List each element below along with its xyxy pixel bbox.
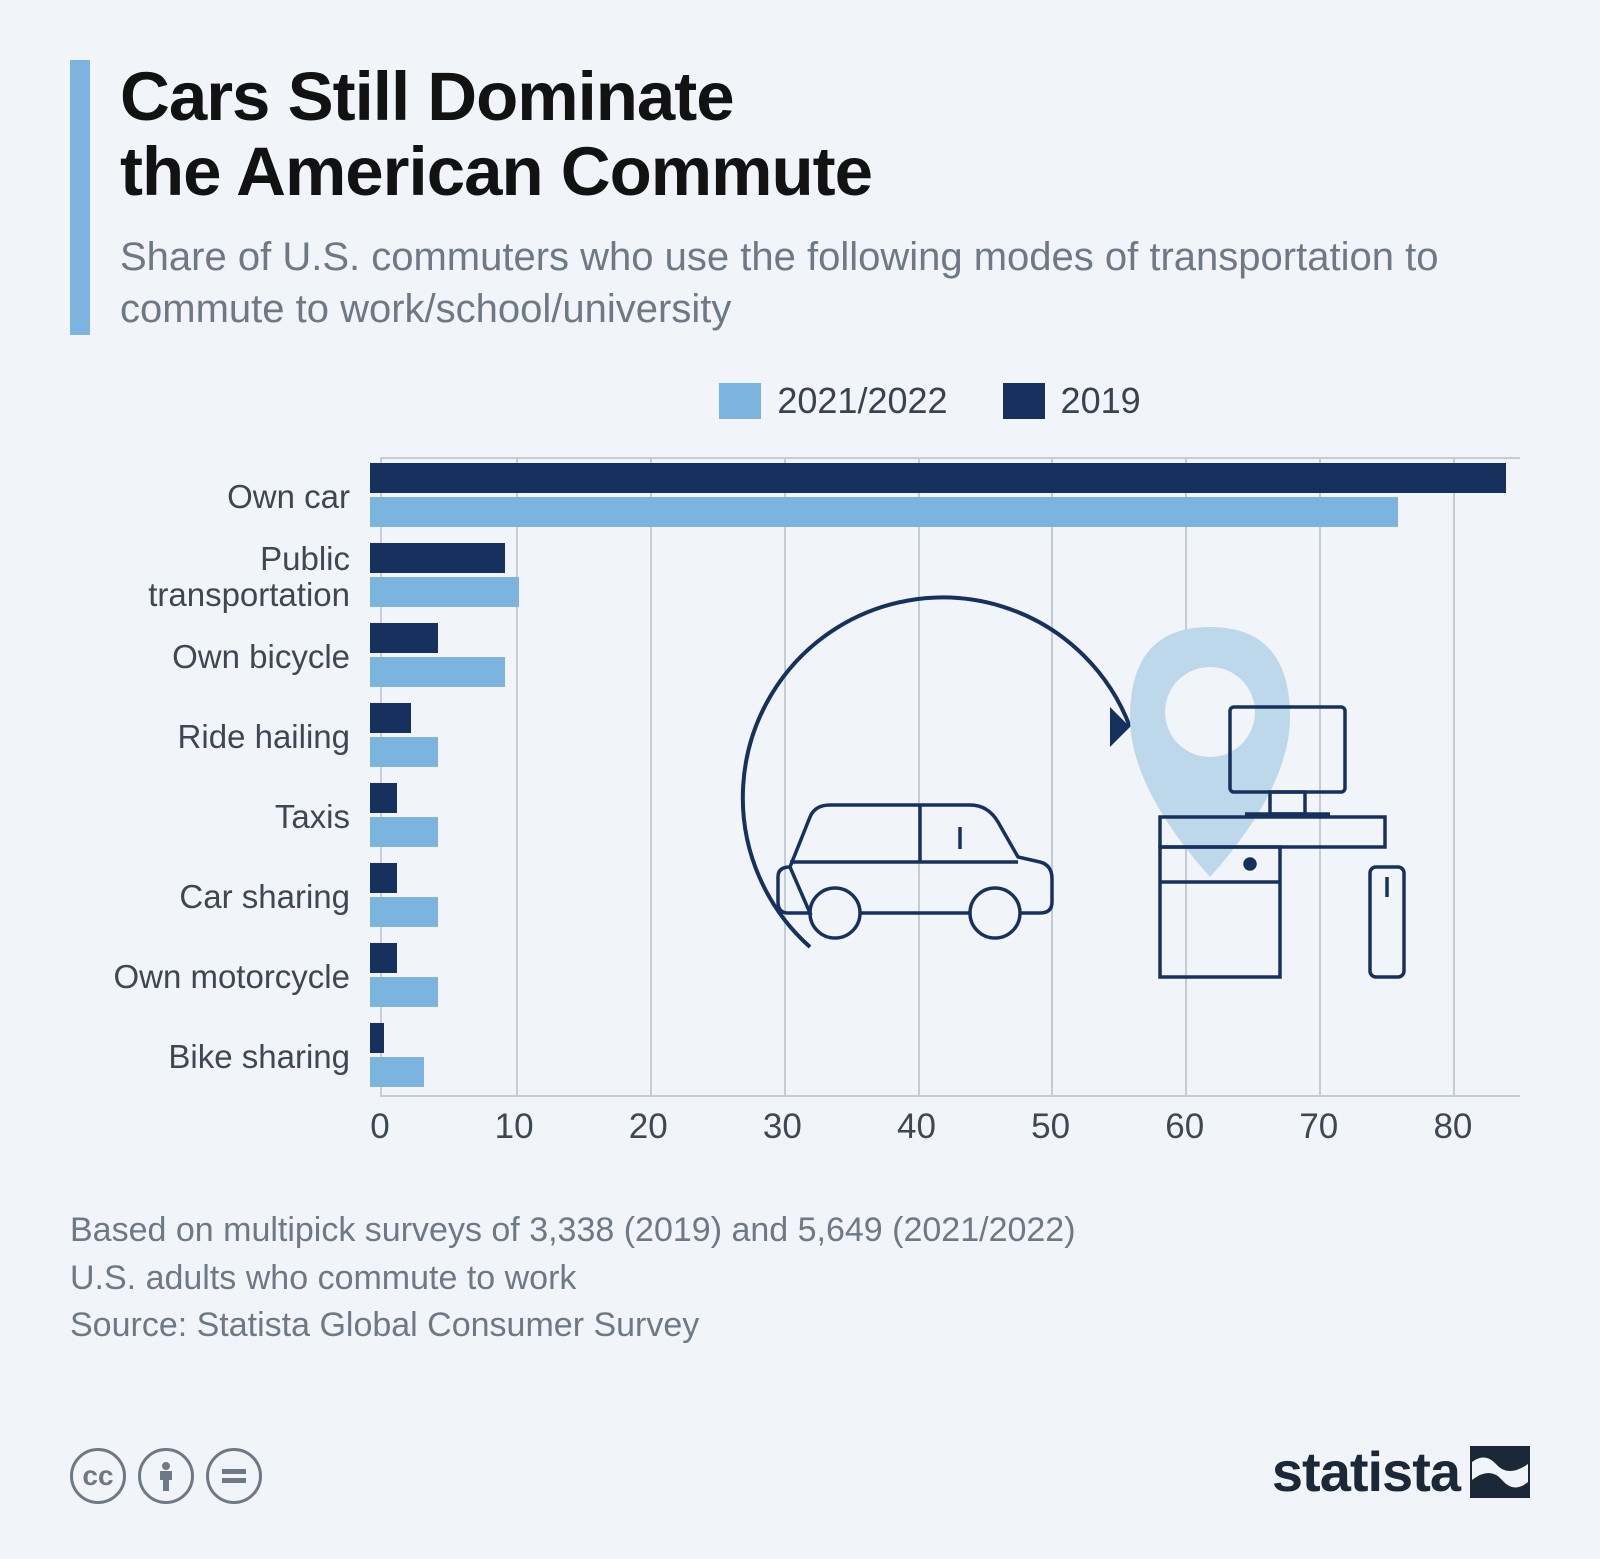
statista-logo: statista [1272,1439,1530,1504]
x-tick-label: 30 [763,1107,802,1147]
chart-row: Own bicycle [70,617,1520,697]
chart-row: Ride hailing [70,697,1520,777]
bar-group [370,937,1520,1017]
chart-row: Own motorcycle [70,937,1520,1017]
footnote-line-1: Based on multipick surveys of 3,338 (201… [70,1207,1530,1255]
bar-2019 [370,623,438,653]
cc-by-icon [138,1448,194,1504]
bar-2019 [370,1023,384,1053]
statista-wave-icon [1470,1446,1530,1498]
bar-2019 [370,463,1506,493]
bar-20212022 [370,817,438,847]
chart: 0 10 20 30 40 50 60 70 80 Own car Publictransport… [70,457,1530,1177]
category-label: Own motorcycle [70,959,370,995]
bar-group [370,777,1520,857]
category-label: Own car [70,479,370,515]
chart-subtitle: Share of U.S. commuters who use the foll… [120,231,1530,335]
x-tick-label: 60 [1165,1107,1204,1147]
brand-name: statista [1272,1439,1460,1504]
category-label: Ride hailing [70,719,370,755]
bar-group [370,537,1520,617]
legend-item-20212022: 2021/2022 [719,380,947,422]
cc-icon: cc [70,1448,126,1504]
legend-swatch-a [719,383,761,419]
x-tick-label: 70 [1299,1107,1338,1147]
bar-group [370,457,1520,537]
category-label: Taxis [70,799,370,835]
chart-row: Own car [70,457,1520,537]
x-tick-label: 10 [495,1107,534,1147]
legend-swatch-b [1003,383,1045,419]
category-label: Bike sharing [70,1039,370,1075]
bar-20212022 [370,977,438,1007]
bar-2019 [370,943,397,973]
bar-2019 [370,783,397,813]
x-tick-label: 80 [1433,1107,1472,1147]
bar-2019 [370,543,505,573]
bar-group [370,1017,1520,1097]
category-label: Own bicycle [70,639,370,675]
bar-20212022 [370,897,438,927]
x-tick-label: 20 [629,1107,668,1147]
chart-footnotes: Based on multipick surveys of 3,338 (201… [70,1207,1530,1350]
cc-license-icons: cc [70,1448,262,1504]
chart-rows: Own car Publictransportation Own bicycle Ri… [70,457,1520,1097]
title-line-1: Cars Still Dominate [120,58,734,135]
bar-group [370,857,1520,937]
chart-row: Car sharing [70,857,1520,937]
footer: cc statista [70,1439,1530,1504]
legend-label-b: 2019 [1061,380,1141,422]
chart-row: Taxis [70,777,1520,857]
bar-20212022 [370,577,519,607]
source-line: Source: Statista Global Consumer Survey [70,1302,1530,1350]
footnote-line-2: U.S. adults who commute to work [70,1255,1530,1303]
x-axis: 01020304050607080 [380,1107,1520,1157]
legend-item-2019: 2019 [1003,380,1141,422]
chart-row: Publictransportation [70,537,1520,617]
bar-group [370,617,1520,697]
category-label: Car sharing [70,879,370,915]
legend-label-a: 2021/2022 [777,380,947,422]
x-tick-label: 40 [897,1107,936,1147]
bar-20212022 [370,497,1398,527]
header: Cars Still Dominate the American Commute… [70,60,1530,335]
bar-2019 [370,703,411,733]
bar-20212022 [370,657,505,687]
chart-title: Cars Still Dominate the American Commute [120,60,1530,209]
x-tick-label: 0 [370,1107,389,1147]
category-label: Publictransportation [70,541,370,614]
title-line-2: the American Commute [120,133,872,210]
chart-row: Bike sharing [70,1017,1520,1097]
cc-nd-icon [206,1448,262,1504]
bar-2019 [370,863,397,893]
bar-20212022 [370,737,438,767]
bar-20212022 [370,1057,424,1087]
accent-bar [70,60,90,335]
bar-group [370,697,1520,777]
x-tick-label: 50 [1031,1107,1070,1147]
legend: 2021/2022 2019 [70,380,1530,422]
